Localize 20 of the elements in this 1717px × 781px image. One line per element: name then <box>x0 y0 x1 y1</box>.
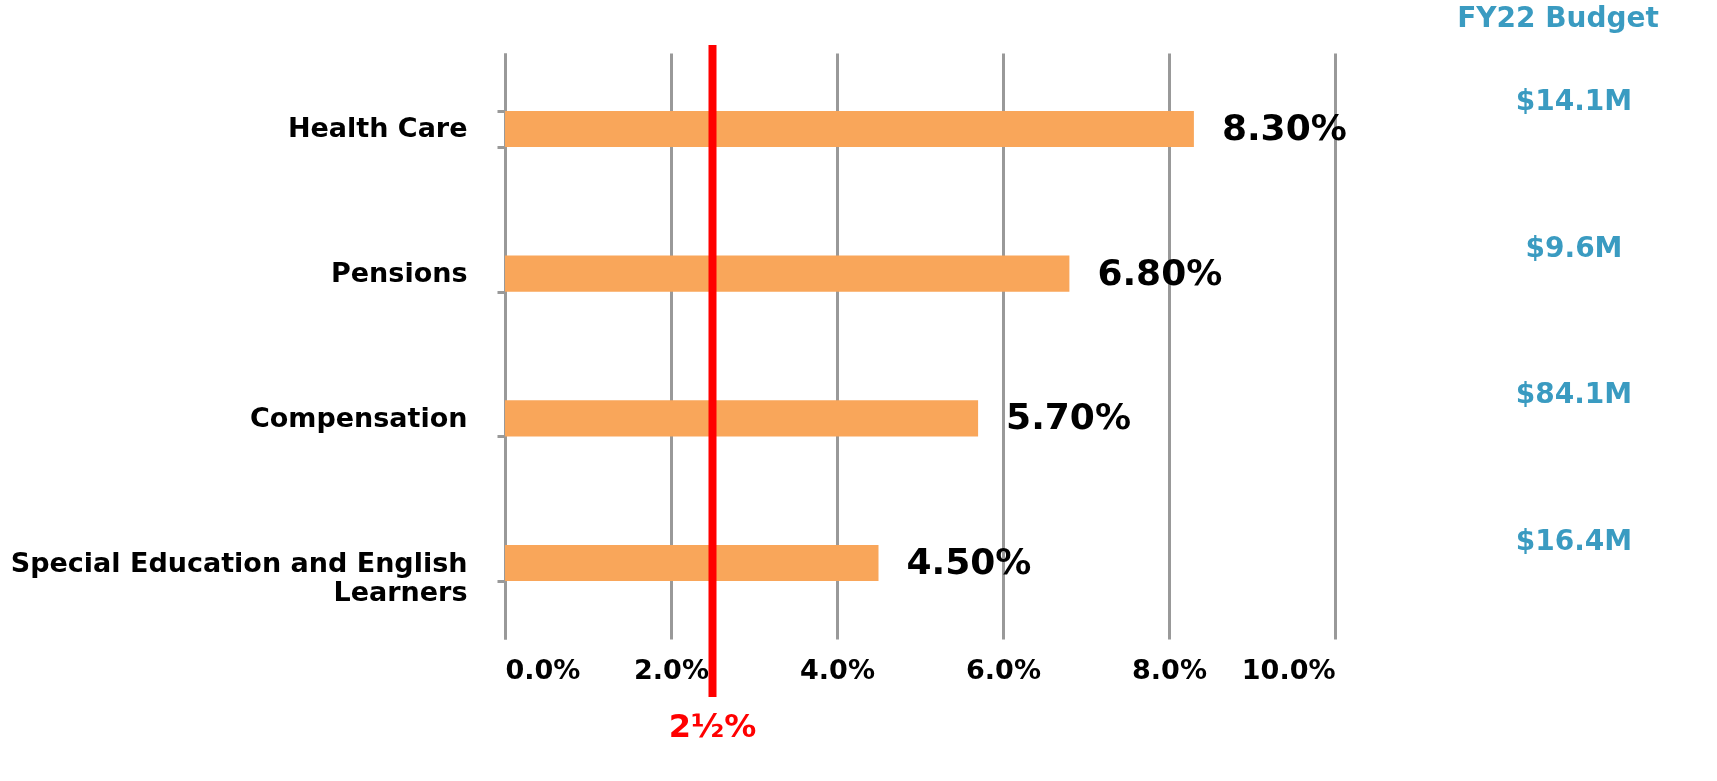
data-label: 5.70% <box>1006 396 1132 438</box>
text: $9.6M <box>1525 230 1623 264</box>
text: FY22 Budget <box>1457 1 1659 34</box>
x-tick-label: 8.0% <box>1132 653 1207 685</box>
x-tick-label: 10.0% <box>1241 653 1336 685</box>
data-label: 4.50% <box>906 541 1032 583</box>
data-label: 6.80% <box>1097 251 1223 293</box>
x-tick-label: 4.0% <box>800 653 875 685</box>
x-tick-label: 6.0% <box>966 653 1041 685</box>
x-tick-label: 2.0% <box>634 653 709 685</box>
y-tick-label: Compensation <box>249 401 468 433</box>
ref-line-label: 2½% <box>668 707 757 745</box>
text: $16.4M <box>1515 523 1633 557</box>
text: $14.1M <box>1515 84 1633 118</box>
x-tick-label: 0.0% <box>505 653 581 685</box>
y-tick-label: Special Education and English Learners <box>10 546 468 607</box>
y-tick-label: Pensions <box>331 257 468 289</box>
text: $84.1M <box>1515 377 1633 411</box>
data-label: 8.30% <box>1221 106 1347 148</box>
y-tick-label: Health Care <box>287 112 468 144</box>
